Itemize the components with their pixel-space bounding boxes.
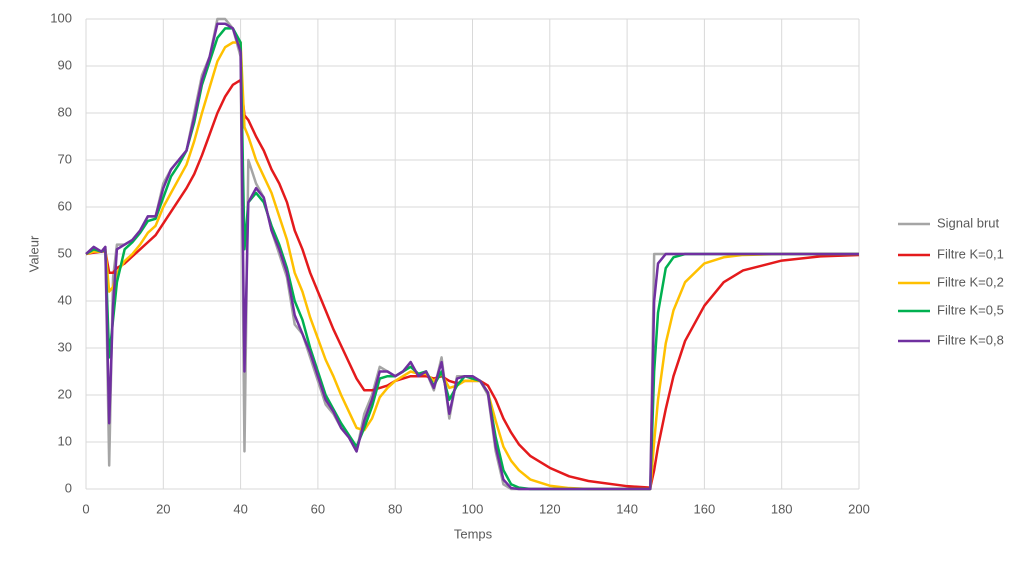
x-tick-label: 180 xyxy=(771,501,793,516)
x-tick-label: 100 xyxy=(462,501,484,516)
y-tick-label: 0 xyxy=(65,480,72,495)
y-axis-label: Valeur xyxy=(26,235,41,272)
y-tick-label: 100 xyxy=(50,10,72,25)
y-tick-label: 70 xyxy=(58,151,72,166)
y-tick-label: 30 xyxy=(58,339,72,354)
y-tick-label: 10 xyxy=(58,433,72,448)
y-tick-label: 90 xyxy=(58,57,72,72)
x-axis-label: Temps xyxy=(454,526,493,541)
legend-label: Filtre K=0,5 xyxy=(937,302,1004,317)
x-tick-label: 160 xyxy=(694,501,716,516)
y-tick-label: 80 xyxy=(58,104,72,119)
legend-label: Filtre K=0,2 xyxy=(937,274,1004,289)
x-tick-label: 120 xyxy=(539,501,561,516)
x-tick-label: 60 xyxy=(311,501,325,516)
legend-label: Filtre K=0,8 xyxy=(937,332,1004,347)
x-tick-label: 40 xyxy=(233,501,247,516)
y-tick-label: 20 xyxy=(58,386,72,401)
x-tick-label: 20 xyxy=(156,501,170,516)
x-tick-label: 200 xyxy=(848,501,870,516)
y-tick-label: 40 xyxy=(58,292,72,307)
x-tick-label: 0 xyxy=(82,501,89,516)
y-tick-label: 60 xyxy=(58,198,72,213)
legend-label: Signal brut xyxy=(937,215,1000,230)
series-line xyxy=(85,78,860,489)
x-tick-label: 140 xyxy=(616,501,638,516)
y-tick-label: 50 xyxy=(58,245,72,260)
series-line xyxy=(85,22,859,491)
legend-label: Filtre K=0,1 xyxy=(937,246,1004,261)
x-tick-label: 80 xyxy=(388,501,402,516)
